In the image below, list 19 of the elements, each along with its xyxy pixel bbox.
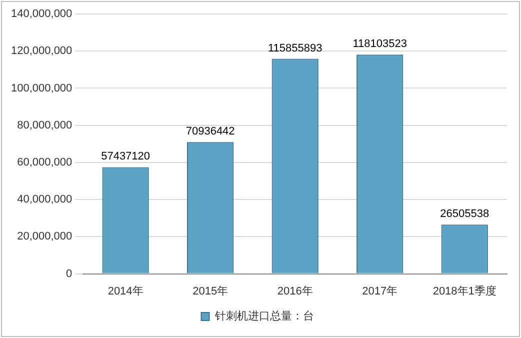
y-tick-label: 20,000,000 — [17, 230, 72, 243]
y-tick-label: 80,000,000 — [17, 119, 72, 132]
x-tick-label: 2015年 — [192, 285, 228, 298]
data-label: 115855893 — [268, 42, 322, 54]
y-tick-label: 40,000,000 — [17, 194, 72, 206]
y-tick-label: 60,000,000 — [17, 156, 72, 168]
x-tick-label: 2017年 — [362, 285, 398, 298]
y-tick-label: 140,000,000 — [11, 8, 72, 20]
data-label: 26505538 — [440, 208, 490, 220]
y-tick-label: 120,000,000 — [11, 45, 72, 58]
data-label: 70936442 — [186, 126, 235, 138]
data-label: 118103523 — [352, 38, 407, 50]
x-tick-label: 2014年 — [108, 285, 144, 298]
y-tick-label: 100,000,000 — [11, 82, 72, 94]
y-tick-label: 0 — [66, 268, 72, 280]
legend-label: 针刺机进口总量：台 — [214, 310, 314, 323]
x-tick-label: 2016年 — [277, 285, 313, 298]
data-label: 57437120 — [101, 150, 150, 163]
x-tick-label: 2018年1季度 — [432, 284, 496, 298]
